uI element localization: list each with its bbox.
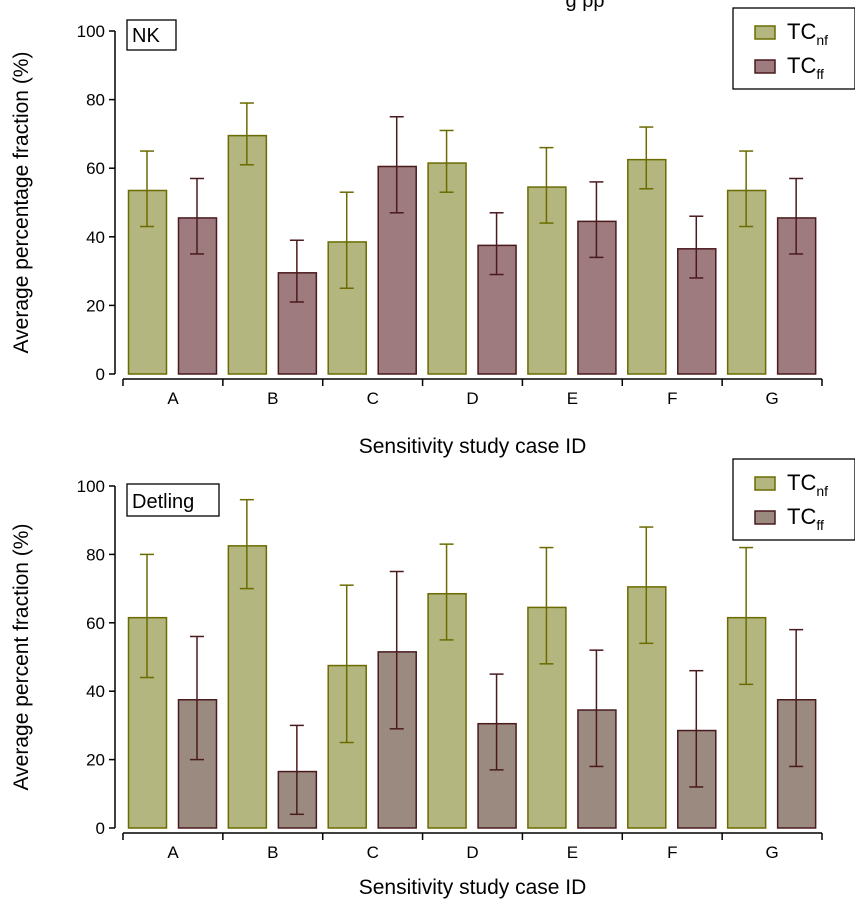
- y-axis-label: Average percentage fraction (%): [10, 52, 33, 354]
- x-tick-label: F: [667, 389, 677, 408]
- y-tick-label: 80: [86, 91, 105, 110]
- chart-panel-1: 0 20 40 60 80 100 A B C D E F G NK TCnf TCff Sensitivity…: [10, 7, 855, 458]
- x-tick-label: F: [667, 843, 677, 862]
- bar: [227, 134, 268, 375]
- panel-label: NK: [132, 25, 160, 47]
- legend-swatch: [754, 25, 776, 40]
- x-tick-label: A: [167, 843, 179, 862]
- legend-swatch: [754, 59, 776, 74]
- x-tick-label: B: [267, 389, 278, 408]
- x-tick-label: B: [267, 843, 278, 862]
- y-tick-label: 80: [86, 545, 105, 564]
- x-tick-label: D: [466, 843, 478, 862]
- y-tick-label: 0: [96, 365, 105, 384]
- x-tick-label: C: [367, 843, 379, 862]
- y-tick-label: 20: [86, 751, 105, 770]
- bar: [127, 189, 168, 375]
- legend-label: TCff: [787, 53, 824, 82]
- legend-label: TCff: [787, 504, 824, 533]
- legend-label: TCnf: [787, 19, 828, 48]
- x-tick-label: A: [167, 389, 179, 408]
- legend-label: TCnf: [787, 470, 828, 499]
- y-tick-label: 40: [86, 228, 105, 247]
- x-axis-label: Sensitivity study case ID: [359, 435, 587, 458]
- y-tick-label: 60: [86, 159, 105, 178]
- x-tick-label: D: [466, 389, 478, 408]
- legend-swatch: [754, 476, 776, 491]
- legend-box: [732, 7, 855, 90]
- legend-box: [732, 458, 855, 541]
- bar: [627, 158, 667, 375]
- y-tick-label: 100: [77, 22, 105, 41]
- y-tick-label: 40: [86, 682, 105, 701]
- y-tick-label: 100: [77, 477, 105, 496]
- bar: [427, 162, 467, 375]
- x-tick-label: G: [766, 389, 779, 408]
- x-tick-label: G: [766, 843, 779, 862]
- y-axis-label: Average percent fraction (%): [10, 524, 33, 791]
- x-tick-label: C: [367, 389, 379, 408]
- y-tick-label: 20: [86, 296, 105, 315]
- chart-panel-2: 0 20 40 60 80 100 A B C D E F G Detling TCnf TCff Sensit…: [10, 458, 855, 899]
- panel-label-box: [126, 483, 220, 517]
- panel-label-box: [126, 19, 177, 51]
- x-tick-label: E: [567, 389, 578, 408]
- x-tick-label: E: [567, 843, 578, 862]
- y-tick-label: 0: [96, 819, 105, 838]
- y-tick-label: 60: [86, 614, 105, 633]
- top-caption-fragment: g pp: [566, 0, 605, 12]
- legend-swatch: [754, 510, 776, 525]
- x-axis-label: Sensitivity study case ID: [359, 876, 587, 899]
- panel-label: Detling: [132, 491, 194, 513]
